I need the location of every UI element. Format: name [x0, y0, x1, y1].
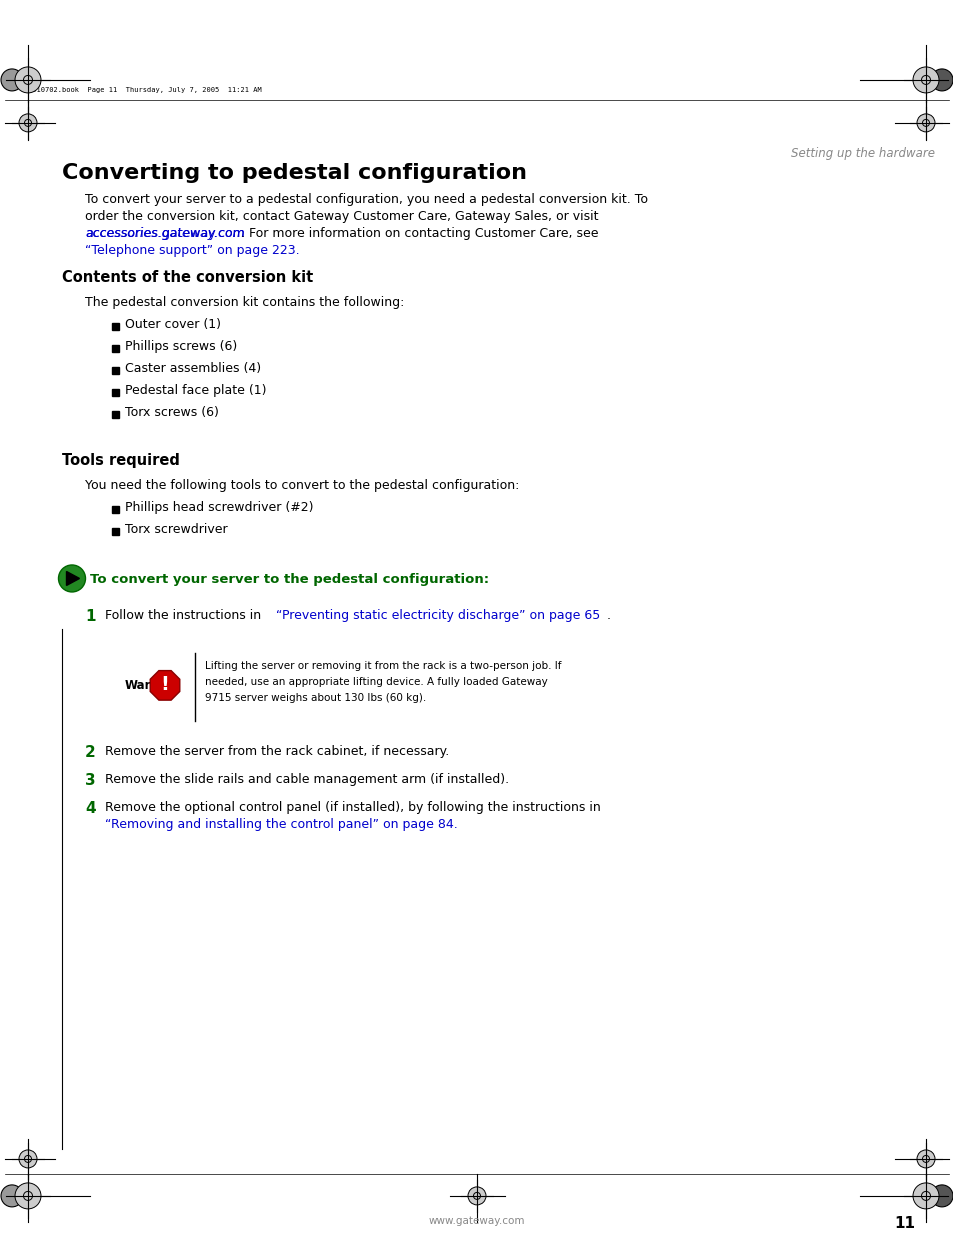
Text: Torx screws (6): Torx screws (6): [125, 406, 218, 419]
Circle shape: [19, 1150, 37, 1168]
Circle shape: [1, 69, 23, 91]
Text: 1: 1: [85, 609, 95, 625]
Text: Pedestal face plate (1): Pedestal face plate (1): [125, 384, 266, 398]
Text: order the conversion kit, contact Gateway Customer Care, Gateway Sales, or visit: order the conversion kit, contact Gatewa…: [85, 210, 598, 222]
Text: Tools required: Tools required: [62, 452, 180, 468]
Text: “Preventing static electricity discharge” on page 65: “Preventing static electricity discharge…: [276, 609, 600, 622]
Text: Remove the optional control panel (if installed), by following the instructions : Remove the optional control panel (if in…: [105, 802, 600, 814]
Text: 9715 server weighs about 130 lbs (60 kg).: 9715 server weighs about 130 lbs (60 kg)…: [205, 693, 426, 704]
Text: Converting to pedestal configuration: Converting to pedestal configuration: [62, 163, 526, 183]
Text: !: !: [160, 674, 170, 694]
Bar: [112, 529, 119, 535]
Bar: [112, 506, 119, 513]
Circle shape: [912, 67, 938, 93]
Text: Remove the server from the rack cabinet, if necessary.: Remove the server from the rack cabinet,…: [105, 745, 449, 758]
Circle shape: [1, 1184, 23, 1207]
Text: accessories.gateway.com: accessories.gateway.com: [85, 227, 245, 240]
Text: 3: 3: [85, 773, 95, 788]
Text: “Telephone support” on page 223.: “Telephone support” on page 223.: [85, 243, 299, 257]
Text: Remove the slide rails and cable management arm (if installed).: Remove the slide rails and cable managem…: [105, 773, 509, 787]
Text: accessories.gateway.com: accessories.gateway.com: [85, 227, 244, 240]
Circle shape: [58, 564, 86, 592]
Text: Torx screwdriver: Torx screwdriver: [125, 522, 228, 536]
Bar: [112, 411, 119, 419]
Circle shape: [930, 1184, 952, 1207]
Text: Warning: Warning: [125, 679, 180, 692]
Bar: [112, 367, 119, 374]
Text: Lifting the server or removing it from the rack is a two-person job. If: Lifting the server or removing it from t…: [205, 662, 561, 672]
Text: Follow the instructions in: Follow the instructions in: [105, 609, 265, 622]
Circle shape: [468, 1187, 485, 1205]
Text: “Removing and installing the control panel” on page 84.: “Removing and installing the control pan…: [105, 819, 457, 831]
Text: 4: 4: [85, 802, 95, 816]
Circle shape: [916, 1150, 934, 1168]
Circle shape: [930, 69, 952, 91]
Text: You need the following tools to convert to the pedestal configuration:: You need the following tools to convert …: [85, 478, 518, 492]
Text: Phillips screws (6): Phillips screws (6): [125, 340, 237, 353]
Circle shape: [916, 114, 934, 132]
Text: 8510702.book  Page 11  Thursday, July 7, 2005  11:21 AM: 8510702.book Page 11 Thursday, July 7, 2…: [28, 86, 261, 93]
Text: To convert your server to a pedestal configuration, you need a pedestal conversi: To convert your server to a pedestal con…: [85, 193, 647, 206]
Circle shape: [15, 1183, 41, 1209]
Text: 2: 2: [85, 745, 95, 761]
Text: Outer cover (1): Outer cover (1): [125, 319, 221, 331]
Text: needed, use an appropriate lifting device. A fully loaded Gateway: needed, use an appropriate lifting devic…: [205, 677, 547, 688]
Text: 11: 11: [894, 1216, 915, 1231]
Text: Contents of the conversion kit: Contents of the conversion kit: [62, 269, 313, 285]
Text: Phillips head screwdriver (#2): Phillips head screwdriver (#2): [125, 501, 314, 514]
Text: Setting up the hardware: Setting up the hardware: [790, 147, 934, 159]
Bar: [112, 324, 119, 330]
Circle shape: [15, 67, 41, 93]
Circle shape: [912, 1183, 938, 1209]
Polygon shape: [67, 572, 79, 585]
Circle shape: [19, 114, 37, 132]
Bar: [112, 345, 119, 352]
Text: .: .: [606, 609, 610, 622]
Text: The pedestal conversion kit contains the following:: The pedestal conversion kit contains the…: [85, 295, 404, 309]
Text: Caster assemblies (4): Caster assemblies (4): [125, 362, 261, 375]
Bar: [112, 389, 119, 396]
Text: To convert your server to the pedestal configuration:: To convert your server to the pedestal c…: [90, 573, 489, 585]
Text: www.gateway.com: www.gateway.com: [428, 1216, 525, 1226]
Text: . For more information on contacting Customer Care, see: . For more information on contacting Cus…: [241, 227, 598, 240]
